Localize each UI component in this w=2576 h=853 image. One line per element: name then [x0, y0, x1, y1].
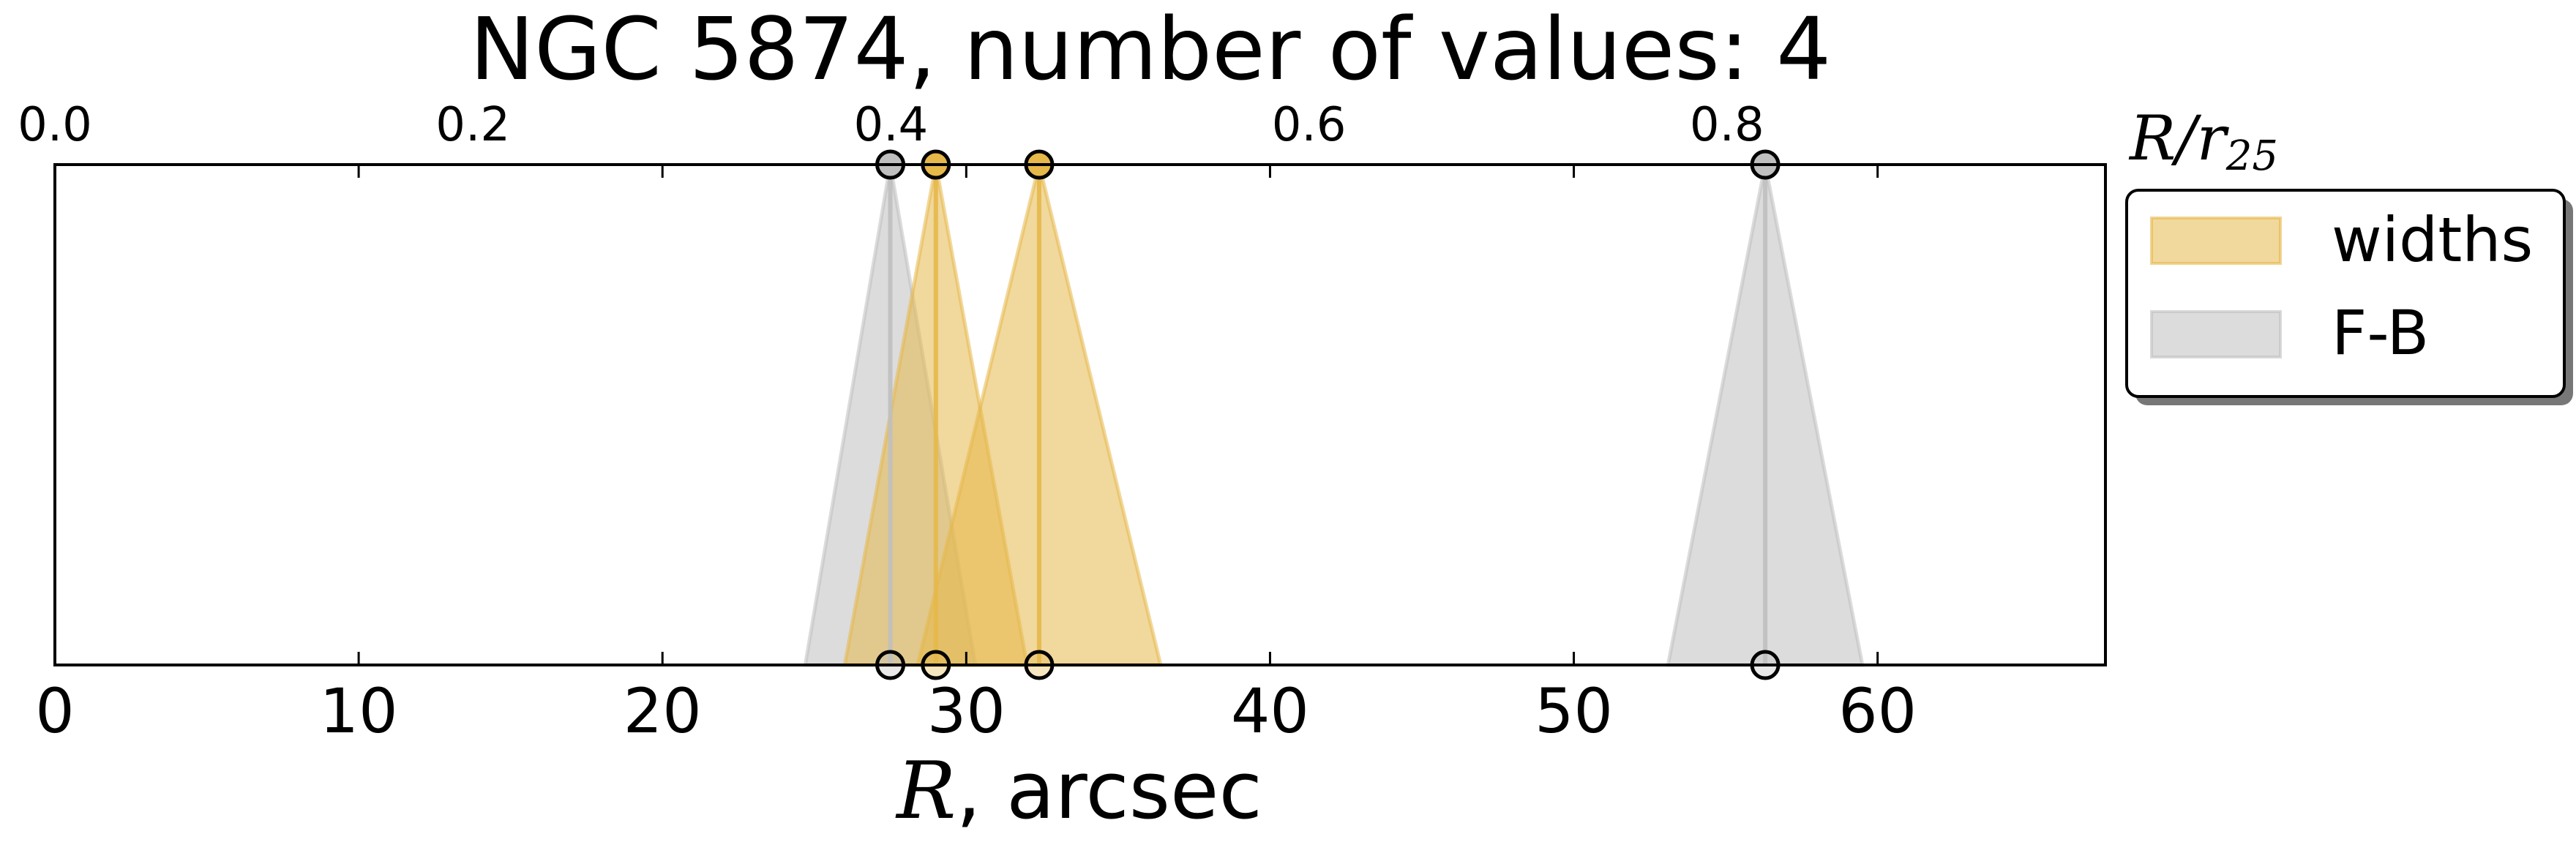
- x-tick-label: 50: [1535, 675, 1613, 747]
- legend-swatch-widths: [2150, 217, 2282, 265]
- top-tick-label: 0.6: [1272, 98, 1347, 152]
- x-ticks: 0 10 20 30 40 50 60: [35, 165, 1917, 747]
- top-tick-label: 0.4: [853, 98, 928, 152]
- x-tick-label: 40: [1231, 675, 1309, 747]
- top-tick-label: 0.0: [18, 98, 92, 152]
- legend: widths F-B: [2125, 189, 2573, 405]
- top-ticks: 0.0 0.2 0.4 0.6 0.8: [18, 98, 1764, 152]
- triangles-layer: [803, 164, 1865, 667]
- plot-frame: [53, 163, 2107, 666]
- legend-swatch-f-b: [2150, 310, 2282, 358]
- x-tick-label: 20: [624, 675, 702, 747]
- x-tick-label: 10: [320, 675, 398, 747]
- top-axis-label: R/r25: [2128, 102, 2278, 180]
- x-tick-label: 0: [35, 675, 74, 747]
- chart-title: NGC 5874, number of values: 4: [470, 0, 1831, 99]
- x-tick-label: 30: [927, 675, 1006, 747]
- x-tick-label: 60: [1838, 675, 1917, 747]
- legend-label-f-b: F-B: [2332, 297, 2429, 369]
- center-lines-layer: [888, 165, 1768, 665]
- legend-label-widths: widths: [2332, 204, 2533, 276]
- top-tick-label: 0.2: [435, 98, 510, 152]
- top-tick-label: 0.8: [1690, 98, 1764, 152]
- x-axis-label: R, arcsec: [895, 745, 1262, 837]
